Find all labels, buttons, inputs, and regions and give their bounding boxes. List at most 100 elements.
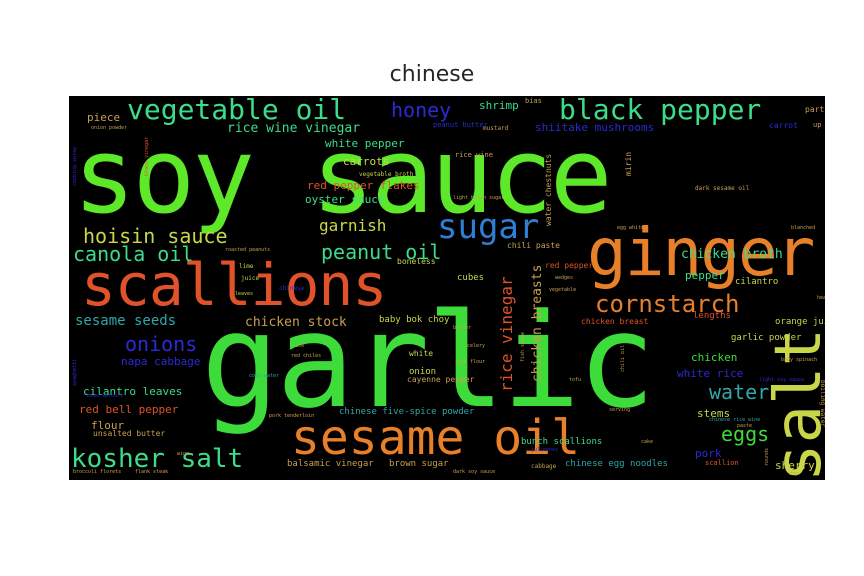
word-mirin: mirin xyxy=(624,151,633,176)
word-juice: juice xyxy=(241,275,260,282)
word-vegetable-broth: vegetable broth xyxy=(359,171,414,178)
word-lengths: lengths xyxy=(693,311,731,321)
word-dry: dry xyxy=(789,471,799,477)
word-chili-paste: chili paste xyxy=(507,241,560,250)
word-cilantro-leaves: cilantro leaves xyxy=(83,385,183,398)
chart-title: chinese xyxy=(389,62,475,87)
word-white-rice: white rice xyxy=(677,367,744,380)
word-carrot: carrot xyxy=(769,121,798,130)
word-ice: ice xyxy=(295,343,305,349)
word-onion: onion xyxy=(409,367,437,377)
word-spaghetti: spaghetti xyxy=(72,358,78,386)
word-cabbage: cabbage xyxy=(531,463,557,470)
word-blanched: blanched xyxy=(791,225,816,231)
word-water: water xyxy=(709,380,770,404)
word-onion-powder: onion powder xyxy=(91,125,128,131)
word-rice-wine: rice wine xyxy=(455,151,493,159)
word-shiitake: shiitake mushrooms xyxy=(535,121,655,134)
word-salt: salt xyxy=(762,327,825,480)
word-carrots: carrots xyxy=(343,155,390,168)
word-roasted-peanuts: roasted peanuts xyxy=(225,247,271,253)
word-dark-soy-sauce: dark soy sauce xyxy=(453,469,496,475)
word-cooking-spray: cooking spray xyxy=(72,146,78,186)
word-sesame-seeds: sesame seeds xyxy=(75,313,177,329)
word-scallions: scallions xyxy=(81,251,387,319)
word-white: white xyxy=(409,349,434,358)
word-chicken-breast: chicken breast xyxy=(581,317,649,326)
word-black-vinegar: black vinegar xyxy=(144,136,150,176)
word-five-spice: chinese five-spice powder xyxy=(339,407,475,417)
word-rice-wine-vinegar: rice wine vinegar xyxy=(227,121,361,136)
word-paste: paste xyxy=(737,423,753,429)
word-balsamic: balsamic vinegar xyxy=(287,459,374,469)
word-heat: heat xyxy=(817,295,825,301)
word-pork: pork xyxy=(695,447,722,460)
word-rounds: rounds xyxy=(764,447,770,466)
word-flank-steak: flank steak xyxy=(135,469,169,475)
word-hoisin-sauce: hoisin sauce xyxy=(83,224,228,248)
word-dark-sesame-oil: dark sesame oil xyxy=(695,185,750,192)
word-sugar: sugar xyxy=(437,207,540,247)
word-piece: piece xyxy=(87,111,121,124)
word-baby-bok-choy: baby bok choy xyxy=(379,315,450,325)
word-butter: butter xyxy=(453,325,472,331)
word-stems: stems xyxy=(697,407,731,420)
word-red-pepper: red pepper xyxy=(545,261,594,270)
word-unsalted-butter: unsalted butter xyxy=(93,429,166,438)
word-scallion: scallion xyxy=(705,459,739,467)
word-chili-oil: chili oil xyxy=(620,344,626,372)
word-light-brown-sugar: light brown sugar xyxy=(453,195,505,201)
word-egg-noodles: chinese egg noodles xyxy=(565,459,668,469)
word-light-soy-sauce: light soy sauce xyxy=(759,377,805,383)
word-chinese: chinese xyxy=(279,285,305,292)
word-soy-sauce: soy sauce xyxy=(73,115,613,237)
word-brown-sugar: brown sugar xyxy=(389,459,449,469)
word-cilantro: cilantro xyxy=(735,277,779,287)
word-tofu: tofu xyxy=(569,377,582,383)
word-boneless: boneless xyxy=(397,257,436,266)
word-chicken-stock: chicken stock xyxy=(245,315,347,330)
word-peanut-oil: peanut oil xyxy=(321,240,442,264)
word-garnish: garnish xyxy=(319,216,387,235)
word-celery: celery xyxy=(467,343,486,349)
word-kosher-salt: kosher salt xyxy=(71,444,244,474)
word-chicken: chicken xyxy=(691,351,738,364)
word-water-chestnuts: water chestnuts xyxy=(544,153,553,226)
word-bunch-scallions: bunch scallions xyxy=(521,437,603,447)
word-canola-oil: canola oil xyxy=(73,242,194,266)
word-pepper: pepper xyxy=(685,269,725,282)
word-broccoli: broccoli florets xyxy=(73,469,122,475)
word-oyster-sauce: oyster sauce xyxy=(305,193,385,206)
word-lime: lime xyxy=(239,263,254,270)
word-garlic: garlic xyxy=(201,285,656,437)
word-leaves: leaves xyxy=(235,291,254,297)
word-peanut-butter: peanut butter xyxy=(433,121,488,129)
word-red-chiles: red chiles xyxy=(291,353,322,359)
word-red-pepper-flakes: red pepper flakes xyxy=(307,179,420,192)
word-chicken-breasts: chicken breasts xyxy=(530,264,545,382)
word-chicken-broth: chicken broth xyxy=(681,247,783,262)
word-cayenne: cayenne pepper xyxy=(407,375,475,384)
word-serving: serving xyxy=(609,407,631,413)
word-cubes: cubes xyxy=(457,273,485,283)
word-wine: wine xyxy=(177,451,190,457)
word-rice-flour: rice flour xyxy=(455,359,486,365)
word-shrimp: shrimp xyxy=(479,99,519,112)
word-eggs: eggs xyxy=(721,422,770,446)
word-baby-spinach: baby spinach xyxy=(781,357,818,363)
word-honey: honey xyxy=(391,98,452,122)
word-sesame-oil: sesame oil xyxy=(291,410,580,466)
word-boiling-water: boiling water xyxy=(819,380,825,427)
word-mustard: mustard xyxy=(483,125,509,132)
word-white-pepper: white pepper xyxy=(325,137,405,150)
word-cornstarch: cornstarch xyxy=(595,290,740,318)
word-wedges: wedges xyxy=(555,275,574,281)
word-sherry: sherry xyxy=(775,459,815,472)
word-garlic-powder: garlic powder xyxy=(731,333,802,343)
word-orange-juice: orange juice xyxy=(775,317,825,327)
word-egg-white: egg white xyxy=(617,225,645,231)
word-up: up xyxy=(813,121,822,129)
word-ginger: ginger xyxy=(587,214,815,291)
word-parts: parts xyxy=(805,105,825,114)
word-vegetable-oil: vegetable oil xyxy=(127,96,347,126)
